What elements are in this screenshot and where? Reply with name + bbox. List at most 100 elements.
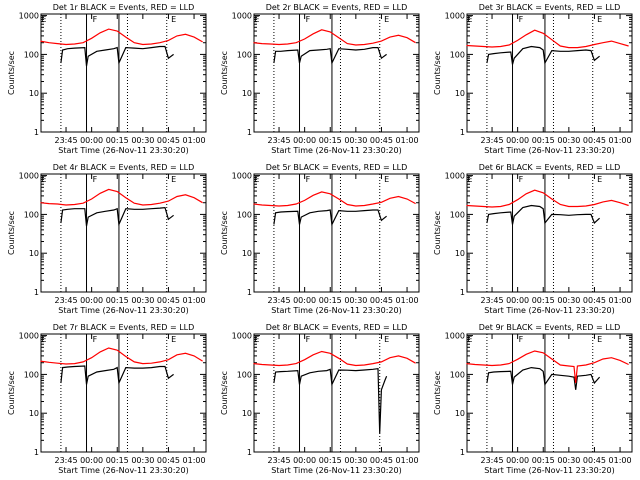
x-tick-label: 01:00 — [609, 136, 632, 145]
event-marker-label: E — [384, 15, 389, 24]
x-tick-label: 23:45 — [55, 136, 78, 145]
chart-panel: Det 8r BLACK = Events, RED = LLD 1 10 100 10… — [220, 323, 420, 475]
x-tick-label: 00:15 — [106, 296, 129, 305]
y-axis-label: Counts/sec — [220, 51, 229, 95]
y-tick-label: 1000 — [19, 172, 39, 181]
x-axis-label: Start Time (26-Nov-11 23:30:20) — [271, 306, 401, 315]
events-series-line — [486, 366, 601, 390]
event-marker-label: E — [384, 175, 389, 184]
x-tick-label: 01:00 — [396, 296, 419, 305]
y-axis-label: Counts/sec — [433, 211, 442, 255]
y-tick-label: 10 — [242, 249, 252, 258]
x-axis-label: Start Time (26-Nov-11 23:30:20) — [271, 466, 401, 475]
y-tick-label: 1000 — [19, 12, 39, 21]
lld-series-line — [40, 347, 203, 365]
x-tick-label: 23:45 — [268, 296, 291, 305]
event-marker-label: E — [384, 335, 389, 344]
x-tick-label: 00:30 — [344, 456, 367, 465]
lld-series-line — [253, 191, 416, 207]
x-axis-label: Start Time (26-Nov-11 23:30:20) — [484, 306, 614, 315]
lld-series-line — [40, 188, 203, 206]
y-tick-label: 100 — [24, 50, 39, 59]
y-axis-label: Counts/sec — [7, 211, 16, 255]
y-tick-label: 100 — [450, 370, 465, 379]
plot-frame — [466, 13, 633, 133]
event-marker-label: E — [467, 335, 472, 344]
chart-title: Det 1r BLACK = Events, RED = LLD — [53, 3, 195, 12]
lld-series-line — [466, 29, 629, 49]
y-tick-label: 1000 — [232, 12, 252, 21]
chart-panel: Det 7r BLACK = Events, RED = LLD 1 10 100 10… — [7, 323, 207, 475]
y-tick-label: 1000 — [232, 172, 252, 181]
events-series-line — [486, 45, 600, 65]
y-tick-label: 100 — [237, 370, 252, 379]
event-marker-label: E — [171, 175, 176, 184]
events-series-line — [60, 45, 174, 67]
events-series-line — [60, 206, 174, 227]
plot-frame — [40, 333, 207, 453]
x-tick-label: 00:00 — [80, 136, 103, 145]
x-tick-label: 01:00 — [396, 136, 419, 145]
x-tick-label: 00:30 — [557, 456, 580, 465]
x-tick-label: 00:45 — [370, 456, 393, 465]
x-tick-label: 00:45 — [370, 296, 393, 305]
x-tick-label: 00:30 — [131, 296, 154, 305]
chart-panel: Det 9r BLACK = Events, RED = LLD 1 10 100 10… — [433, 323, 633, 475]
y-axis-label: Counts/sec — [220, 211, 229, 255]
x-tick-label: 00:00 — [80, 296, 103, 305]
y-tick-label: 1 — [247, 448, 252, 457]
x-tick-label: 00:45 — [157, 136, 180, 145]
chart-panel: Det 5r BLACK = Events, RED = LLD 1 10 100 10… — [220, 163, 420, 315]
lld-series-line — [40, 28, 203, 46]
x-tick-label: 00:45 — [583, 296, 606, 305]
events-series-line — [60, 365, 174, 386]
y-tick-label: 10 — [455, 89, 465, 98]
y-tick-label: 1000 — [232, 332, 252, 341]
event-marker-label: E — [41, 175, 46, 184]
events-series-line — [273, 368, 388, 434]
y-tick-label: 10 — [29, 249, 39, 258]
chart-title: Det 8r BLACK = Events, RED = LLD — [266, 323, 408, 332]
chart-panel: Det 1r BLACK = Events, RED = LLD 1 10 100 10… — [7, 3, 207, 155]
y-axis-label: Counts/sec — [433, 371, 442, 415]
y-tick-label: 10 — [242, 89, 252, 98]
x-axis-label: Start Time (26-Nov-11 23:30:20) — [58, 146, 188, 155]
x-tick-label: 23:45 — [268, 136, 291, 145]
y-tick-label: 10 — [29, 409, 39, 418]
x-tick-label: 00:15 — [532, 456, 555, 465]
y-axis-label: Counts/sec — [220, 371, 229, 415]
x-tick-label: 00:00 — [506, 296, 529, 305]
x-tick-label: 00:30 — [557, 136, 580, 145]
y-tick-label: 100 — [237, 50, 252, 59]
x-tick-label: 00:30 — [344, 296, 367, 305]
event-marker-label: E — [254, 335, 259, 344]
y-tick-label: 1 — [247, 288, 252, 297]
chart-panel: Det 3r BLACK = Events, RED = LLD 1 10 100 10… — [433, 3, 633, 155]
x-tick-label: 01:00 — [609, 456, 632, 465]
x-tick-label: 23:45 — [55, 296, 78, 305]
x-tick-label: 00:30 — [131, 136, 154, 145]
x-tick-label: 00:15 — [532, 296, 555, 305]
x-tick-label: 01:00 — [183, 296, 206, 305]
event-marker-label: E — [597, 15, 602, 24]
event-marker-label: F — [93, 175, 98, 184]
events-series-line — [273, 209, 387, 227]
x-tick-label: 00:15 — [532, 136, 555, 145]
x-tick-label: 00:00 — [293, 136, 316, 145]
chart-panel: Det 4r BLACK = Events, RED = LLD 1 10 100 10… — [7, 163, 207, 315]
chart-title: Det 2r BLACK = Events, RED = LLD — [266, 3, 408, 12]
y-tick-label: 1 — [460, 128, 465, 137]
chart-panel: Det 6r BLACK = Events, RED = LLD 1 10 100 10… — [433, 163, 633, 315]
y-axis-label: Counts/sec — [7, 371, 16, 415]
y-tick-label: 1 — [247, 128, 252, 137]
event-marker-label: E — [171, 15, 176, 24]
lld-series-line — [466, 350, 629, 384]
event-marker-label: F — [519, 175, 524, 184]
event-marker-label: F — [93, 15, 98, 24]
event-marker-label: F — [306, 175, 311, 184]
plot-frame — [253, 333, 420, 453]
x-tick-label: 00:15 — [319, 136, 342, 145]
event-marker-label: E — [41, 335, 46, 344]
x-tick-label: 00:45 — [157, 296, 180, 305]
